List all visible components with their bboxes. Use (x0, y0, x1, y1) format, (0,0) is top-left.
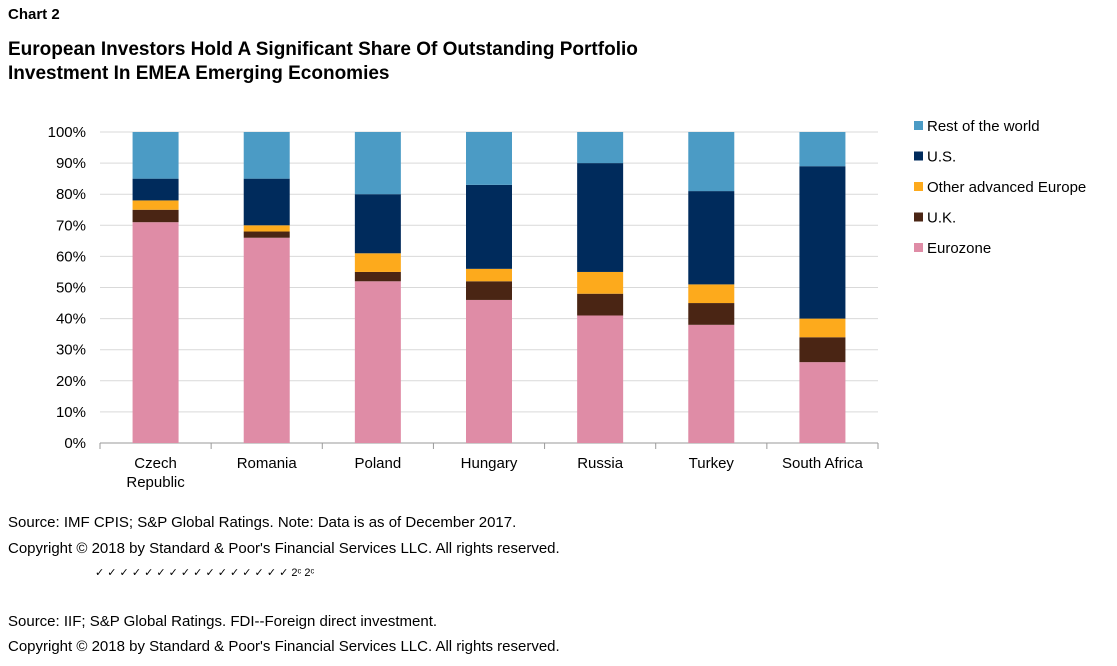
x-tick-label: Hungary (461, 455, 518, 472)
x-tick-label: Russia (577, 455, 624, 472)
source-note-2: Source: IIF; S&P Global Ratings. FDI--Fo… (8, 613, 438, 630)
bar-segment (243, 225, 290, 232)
bar-segment (577, 293, 624, 316)
bar-segment (799, 362, 846, 443)
bar-segment (466, 299, 512, 443)
legend-label: U.K. (927, 210, 956, 227)
x-tick-label-line: Hungary (461, 455, 518, 472)
legend-label: Eurozone (927, 240, 991, 257)
x-tick-label-line: Turkey (689, 455, 735, 472)
x-tick-label-line: Czech (134, 455, 177, 472)
bar-segment (132, 200, 179, 210)
artifact-marks: ✓ ✓ ✓ ✓ ✓ ✓ ✓ ✓ ✓ ✓ ✓ ✓ ✓ ✓ ✓ ✓ 2ᶜ 2ᶜ (95, 567, 315, 579)
bar-segment (243, 231, 290, 238)
bar-segment (799, 166, 846, 319)
y-tick-label: 20% (56, 373, 86, 390)
bar-segment (132, 209, 179, 223)
legend-label: U.S. (927, 149, 956, 166)
x-tick-label: Czech Republic (126, 455, 185, 491)
y-tick-label: 70% (56, 217, 86, 234)
x-tick-label: South Africa (782, 455, 864, 472)
x-tick-label-line: South Africa (782, 455, 864, 472)
bar-segment (243, 132, 290, 179)
y-tick-label: 40% (56, 311, 86, 328)
bar-segment (688, 284, 735, 304)
bar-segment (132, 132, 179, 179)
y-tick-label: 90% (56, 155, 86, 172)
bar-segment (132, 222, 179, 443)
bar-segment (688, 303, 735, 325)
legend-label: Other advanced Europe (927, 179, 1086, 196)
chart-title-line-1: European Investors Hold A Significant Sh… (8, 39, 638, 60)
bar-segment (577, 163, 624, 272)
y-tick-label: 60% (56, 248, 86, 265)
legend-swatch (914, 121, 923, 130)
bar-segment (354, 271, 401, 282)
copyright-note-2: Copyright © 2018 by Standard & Poor's Fi… (8, 638, 560, 655)
x-tick-label: Turkey (689, 455, 735, 472)
bar-segment (688, 132, 735, 192)
bar-segment (354, 132, 401, 195)
chart-title: European Investors Hold A Significant Sh… (8, 38, 768, 86)
bar-segment (688, 191, 735, 285)
legend-label: Rest of the world (927, 118, 1040, 135)
bar-segment (354, 281, 401, 443)
bar-segment (354, 194, 401, 254)
bar-segment (577, 271, 624, 294)
copyright-note-1: Copyright © 2018 by Standard & Poor's Fi… (8, 540, 560, 557)
bar-segment (466, 184, 512, 269)
bar-segment (577, 132, 624, 164)
bar-segment (466, 132, 512, 185)
y-tick-label: 80% (56, 186, 86, 203)
bar-segment (132, 178, 179, 201)
x-tick-label: Poland (354, 455, 401, 472)
y-tick-label: 50% (56, 280, 86, 297)
legend-swatch (914, 182, 923, 191)
bar-segment (799, 337, 846, 363)
x-tick-label-line: Russia (577, 455, 624, 472)
source-note-1: Source: IMF CPIS; S&P Global Ratings. No… (8, 514, 517, 531)
x-tick-label-line: Poland (354, 455, 401, 472)
bar-segment (799, 132, 846, 167)
bar-segment (688, 324, 735, 443)
x-tick-label-line: Republic (126, 474, 185, 491)
bar-segment (577, 315, 624, 443)
bar-segment (243, 178, 290, 226)
bar-segment (799, 318, 846, 338)
y-tick-label: 100% (48, 124, 86, 141)
legend-swatch (914, 212, 923, 222)
bar-segment (466, 268, 512, 282)
x-tick-label-line: Romania (237, 455, 298, 472)
y-tick-label: 10% (56, 404, 86, 421)
bar-segment (354, 253, 401, 272)
legend-swatch (914, 243, 923, 252)
chart-title-line-2: Investment In EMEA Emerging Economies (8, 63, 390, 84)
bar-segment (243, 237, 290, 443)
stacked-bar-chart: 0% 10% 20% 30% 40% 50% 60% 70% 80% 90% 100% Czech Re… (48, 118, 1087, 491)
y-tick-label: 0% (64, 435, 86, 452)
legend-swatch (914, 151, 923, 161)
bar-segment (466, 281, 512, 300)
x-tick-label: Romania (237, 455, 298, 472)
chart-label: Chart 2 (8, 6, 60, 23)
y-tick-label: 30% (56, 342, 86, 359)
